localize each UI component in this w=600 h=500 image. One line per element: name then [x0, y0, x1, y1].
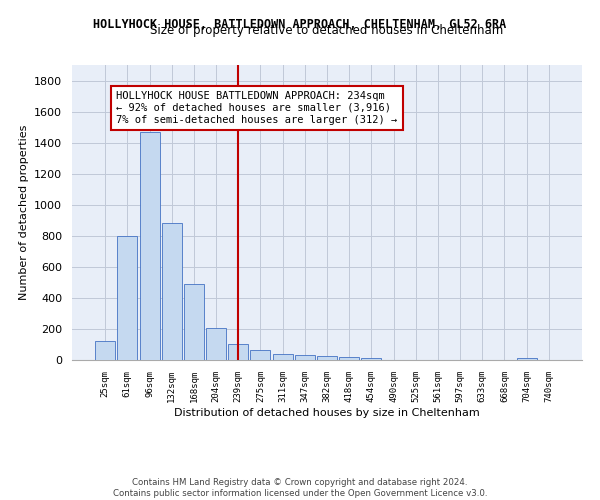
Title: Size of property relative to detached houses in Cheltenham: Size of property relative to detached ho… [151, 24, 503, 38]
Bar [295, 354, 315, 360]
Bar [361, 358, 382, 360]
Bar [517, 358, 536, 360]
X-axis label: Distribution of detached houses by size in Cheltenham: Distribution of detached houses by size … [174, 408, 480, 418]
Bar [339, 357, 359, 360]
Bar [162, 224, 182, 360]
Bar [317, 356, 337, 360]
Bar [184, 284, 204, 360]
Y-axis label: Number of detached properties: Number of detached properties [19, 125, 29, 300]
Bar [118, 236, 137, 360]
Text: Contains HM Land Registry data © Crown copyright and database right 2024.
Contai: Contains HM Land Registry data © Crown c… [113, 478, 487, 498]
Bar [250, 350, 271, 360]
Bar [206, 328, 226, 360]
Bar [95, 340, 115, 360]
Text: HOLLYHOCK HOUSE BATTLEDOWN APPROACH: 234sqm
← 92% of detached houses are smaller: HOLLYHOCK HOUSE BATTLEDOWN APPROACH: 234… [116, 92, 398, 124]
Bar [140, 132, 160, 360]
Text: HOLLYHOCK HOUSE, BATTLEDOWN APPROACH, CHELTENHAM, GL52 6RA: HOLLYHOCK HOUSE, BATTLEDOWN APPROACH, CH… [94, 18, 506, 30]
Bar [272, 354, 293, 360]
Bar [228, 344, 248, 360]
